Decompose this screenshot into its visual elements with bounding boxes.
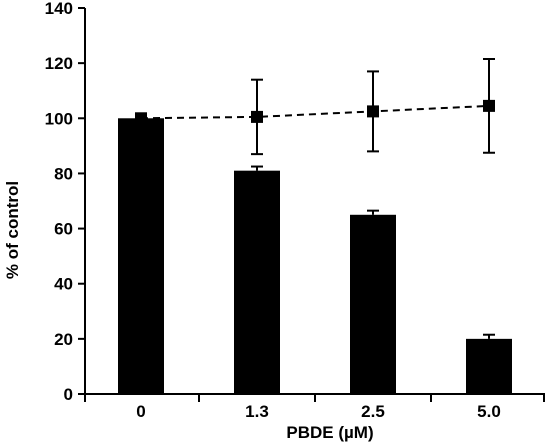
x-tick-label-3: 5.0 xyxy=(477,402,501,421)
bar-1 xyxy=(234,170,280,394)
x-tick-label-2: 2.5 xyxy=(361,402,385,421)
labels-layer: 0 20 40 60 80 100 120 140 0 1.3 2.5 5.0 xyxy=(45,0,501,421)
bar-2 xyxy=(350,214,396,394)
line-series-layer xyxy=(135,58,495,156)
x-axis-title: PBDE (µM) xyxy=(286,423,373,442)
line-series-path xyxy=(140,104,490,120)
x-tick-label-0: 0 xyxy=(136,402,145,421)
y-axis-title: % of control xyxy=(3,181,22,279)
y-tick-label-140: 140 xyxy=(45,0,73,18)
line-marker-0 xyxy=(135,112,147,125)
y-tick-label-100: 100 xyxy=(45,109,73,128)
x-tick-label-1: 1.3 xyxy=(245,402,269,421)
y-tick-label-80: 80 xyxy=(54,164,73,183)
bar-3 xyxy=(466,338,512,394)
line-marker-2 xyxy=(367,105,379,118)
y-tick-label-0: 0 xyxy=(64,385,73,404)
line-marker-1 xyxy=(251,110,263,123)
line-marker-3 xyxy=(483,99,495,112)
y-tick-label-40: 40 xyxy=(54,275,73,294)
y-tick-label-120: 120 xyxy=(45,54,73,73)
bar-0 xyxy=(118,118,164,395)
bars-layer xyxy=(118,113,512,395)
axes-layer xyxy=(78,7,545,402)
y-tick-label-60: 60 xyxy=(54,220,73,239)
y-tick-label-20: 20 xyxy=(54,330,73,349)
